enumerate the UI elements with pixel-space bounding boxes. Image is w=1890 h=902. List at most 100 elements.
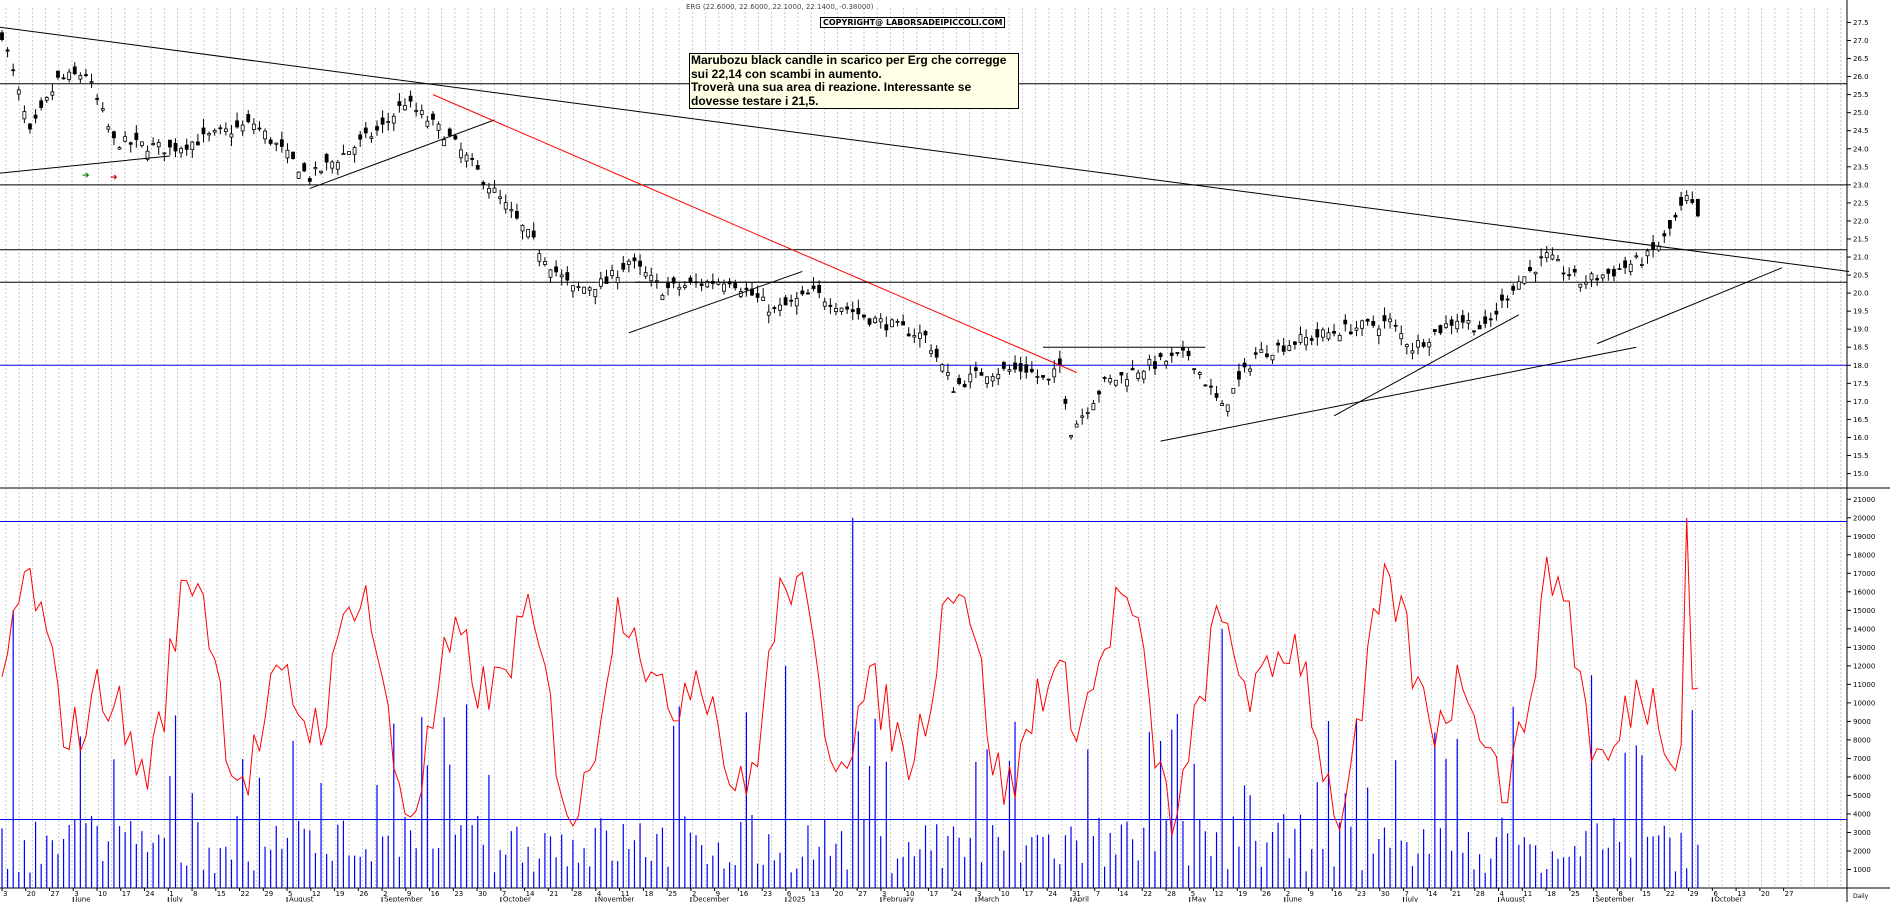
candle-body [1399,333,1404,340]
candle-body [901,321,906,326]
day-tick-label: 7 [1096,890,1100,898]
price-tick-label: 22.5 [1853,199,1869,207]
volume-tick-label: 13000 [1853,644,1875,652]
candle-body [16,89,21,95]
volume-tick-label: 17000 [1853,570,1875,578]
candle-body [1567,274,1572,277]
candle-body [1522,276,1527,284]
candle-body [699,283,704,286]
candle-body [1018,363,1023,372]
day-tick-label: 21 [1452,890,1461,898]
day-tick-label: 13 [811,890,820,898]
candle-body [526,229,531,238]
candle-body [1085,412,1090,414]
buy-arrow-icon: ➜ [82,171,90,181]
candle-body [593,289,598,298]
period-label: Daily [1853,893,1869,900]
price-tick-label: 15.0 [1853,470,1869,478]
candle-body [1309,338,1314,341]
candle-body [184,144,189,150]
candle-body [733,281,738,289]
candle-body [1410,350,1415,354]
day-tick-label: 1 [1595,890,1599,898]
trendline [628,270,803,334]
volume-tick-label: 1000 [1853,866,1871,874]
candle-body [1164,360,1169,366]
candle-body [498,196,503,199]
candle-body [973,367,978,371]
note-line: Troverà una sua area di reazione. Intere… [691,80,972,94]
month-label: August [1501,896,1526,902]
candle-body [1404,344,1409,348]
candle-body [688,277,693,283]
candle-body [615,276,620,284]
day-tick-label: 20 [27,890,36,898]
candle-body [890,319,894,328]
day-tick-label: 24 [146,890,155,898]
candle-body [330,161,335,169]
candle-body [1600,274,1605,279]
month-label: October [1714,896,1742,902]
candle-body [1421,342,1426,347]
candle-body [1511,285,1516,291]
candle-body [1578,283,1583,288]
candle-body [537,253,542,262]
candle-body [162,152,167,155]
candle-body [386,121,391,123]
candle-body [1304,336,1308,346]
day-tick-label: 17 [929,890,938,898]
price-tick-label: 26.5 [1853,55,1869,63]
day-tick-label: 18 [644,890,653,898]
candle-body [257,127,262,130]
candle-body [246,114,251,123]
volume-tick-label: 16000 [1853,588,1875,596]
day-tick-label: 22 [1143,890,1152,898]
day-tick-label: 17 [122,890,131,898]
candle-body [1192,368,1197,371]
price-tick-label: 18.0 [1853,362,1869,370]
candle-body [11,69,16,72]
candle-body [201,127,206,135]
candle-body [945,372,950,376]
candle-body [912,335,917,338]
candle-body [1556,259,1560,262]
candle-body [1102,377,1107,379]
candle-body [1640,264,1644,266]
candle-body [576,286,581,288]
volume-tick-label: 12000 [1853,662,1875,670]
candle-body [1371,321,1376,326]
candle-body [962,384,967,388]
day-tick-label: 30 [1381,890,1390,898]
candle-body [240,124,245,132]
sell-arrow-icon: ➜ [110,173,118,183]
candle-body [363,127,368,134]
candle-body [1270,354,1275,361]
day-tick-label: 23 [454,890,463,898]
price-tick-label: 23.5 [1853,163,1869,171]
candle-body [1265,353,1269,358]
day-tick-label: 3 [3,890,7,898]
candle-body [1248,368,1253,372]
candle-body [520,224,525,232]
candle-body [56,70,60,78]
candle-body [375,126,379,131]
candle-body [1550,254,1555,260]
price-tick-label: 22.0 [1853,217,1869,225]
price-tick-label: 16.5 [1853,416,1869,424]
candle-body [850,309,855,313]
day-tick-label: 24 [1048,890,1057,898]
day-tick-label: 10 [906,890,915,898]
candle-body [50,91,55,96]
day-tick-label: 10 [1001,890,1010,898]
candle-body [1628,263,1633,272]
note-line: sui 22,14 con scambi in aumento. [691,66,882,81]
day-tick-label: 4 [597,890,602,898]
candle-body [145,150,150,160]
candle-body [1326,332,1331,340]
day-tick-label: 23 [1357,890,1366,898]
day-tick-label: 12 [1214,890,1223,898]
candle-body [436,123,441,131]
candle-body [1376,328,1381,336]
volume-tick-label: 2000 [1853,847,1871,855]
candle-body [1231,387,1236,394]
